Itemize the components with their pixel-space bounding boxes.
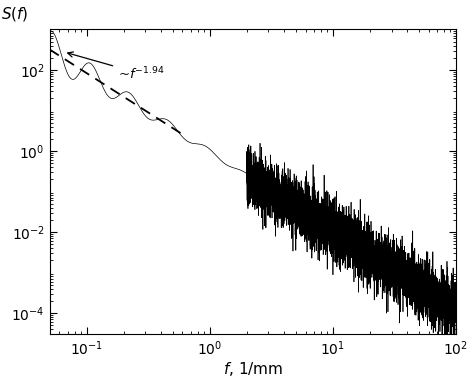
Text: ~$f^{-1.94}$: ~$f^{-1.94}$ [68, 52, 165, 82]
Text: $S(f)$: $S(f)$ [1, 5, 28, 23]
X-axis label: $f$, 1/mm: $f$, 1/mm [223, 361, 283, 379]
